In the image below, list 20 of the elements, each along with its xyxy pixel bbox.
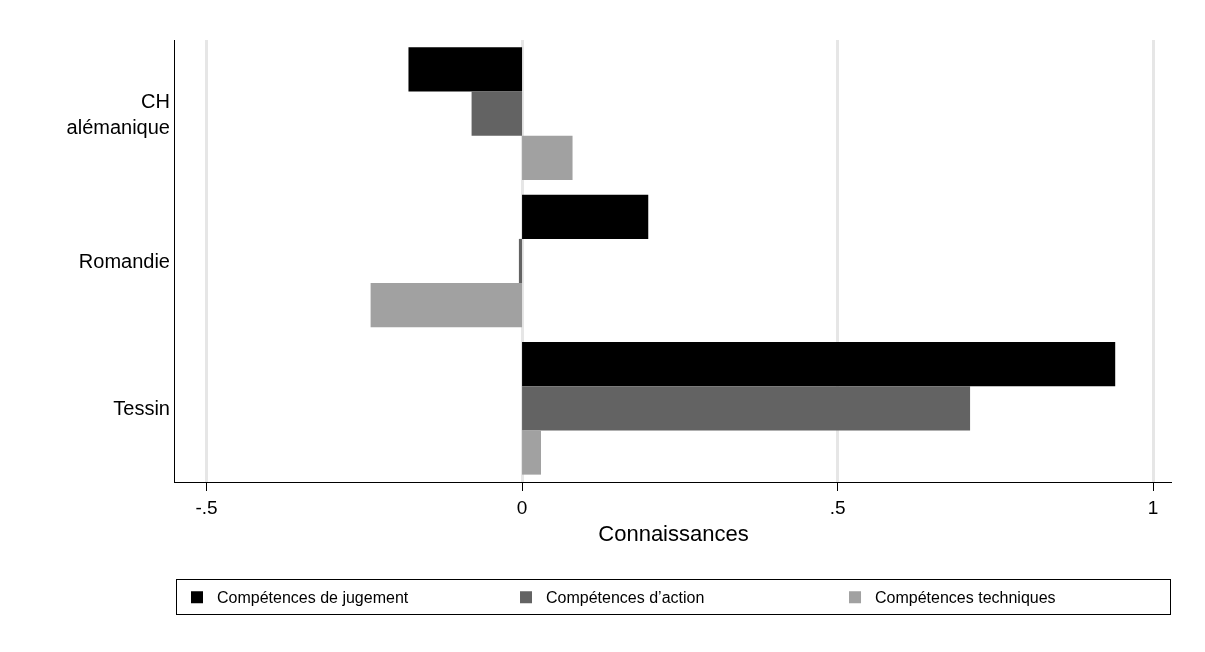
bar: [408, 47, 523, 92]
bar: [518, 238, 523, 284]
legend-label: Compétences de jugement: [217, 589, 409, 607]
bar: [522, 342, 1116, 387]
x-tick-label: -.5: [195, 496, 218, 518]
x-tick-label: 0: [516, 496, 528, 518]
bar: [522, 386, 971, 431]
x-tick-label: 1: [1147, 496, 1159, 518]
y-tick-label: Tessin: [113, 397, 170, 420]
y-tick-label: CH alémanique: [66, 89, 170, 138]
bar: [522, 135, 573, 180]
x-tick-label: .5: [829, 496, 846, 518]
x-axis-title: Connaissances: [598, 520, 749, 546]
legend-label: Compétences techniques: [875, 589, 1056, 607]
y-tick-label: Romandie: [78, 250, 170, 272]
bar: [471, 91, 523, 136]
bar: [522, 430, 541, 475]
legend-label: Compétences d’action: [546, 589, 705, 607]
bar: [522, 194, 649, 239]
bar: [370, 283, 523, 328]
